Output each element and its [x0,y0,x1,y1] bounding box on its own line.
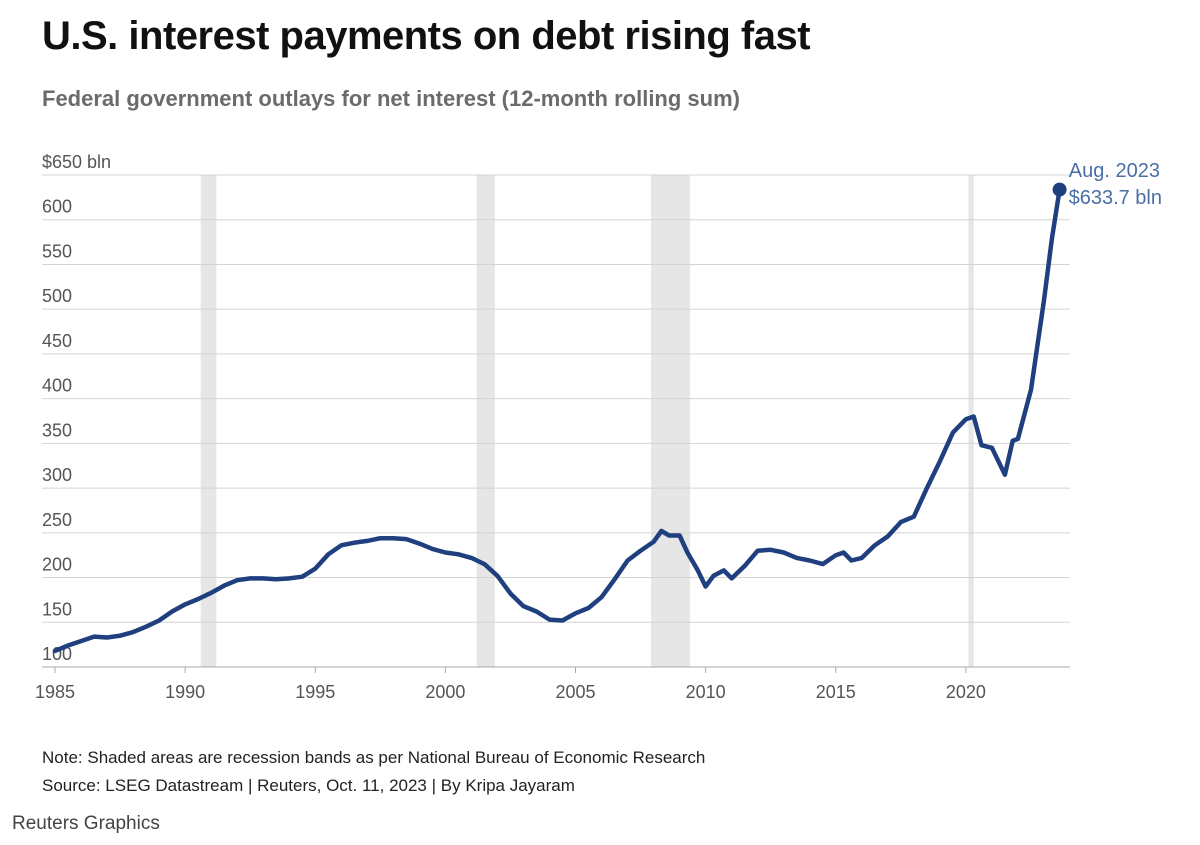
chart-note: Note: Shaded areas are recession bands a… [42,748,706,767]
x-axis: 1985 1990 1995 2000 2005 2010 2015 2020 [35,666,1070,702]
annotation-date: Aug. 2023 [1069,160,1160,182]
series-line [52,187,1062,654]
x-tick-label: 2020 [946,682,986,702]
x-tick-label: 1995 [295,682,335,702]
recession-band [968,175,974,667]
x-tick-label: 1990 [165,682,205,702]
y-tick-label: 400 [42,376,72,396]
y-tick-label: 150 [42,599,72,619]
x-tick-label: 2000 [425,682,465,702]
y-axis-tick-labels: $650 bln60055050045040035030025020015010… [42,152,111,664]
brand-label: Reuters Graphics [12,813,160,834]
y-tick-label: 500 [42,286,72,306]
y-tick-label: 250 [42,510,72,530]
x-tick-label: 1985 [35,682,75,702]
x-tick-label: 2010 [686,682,726,702]
x-tick-label: 2005 [555,682,595,702]
y-tick-label: $650 bln [42,152,111,172]
chart-title: U.S. interest payments on debt rising fa… [42,14,811,58]
chart-subtitle: Federal government outlays for net inter… [42,86,740,111]
line-chart: $650 bln60055050045040035030025020015010… [35,152,1162,702]
endpoint-marker [1052,182,1067,197]
gridlines [42,174,1070,668]
y-tick-label: 550 [42,241,72,261]
chart-source: Source: LSEG Datastream | Reuters, Oct. … [42,776,575,795]
y-tick-label: 600 [42,197,72,217]
y-tick-label: 300 [42,465,72,485]
recession-bands [200,175,974,667]
recession-band [200,175,217,667]
endpoint-annotation: Aug. 2023 $633.7 bln [1052,160,1162,209]
x-tick-label: 2015 [816,682,856,702]
annotation-value: $633.7 bln [1069,187,1162,209]
recession-band [476,175,495,667]
y-tick-label: 350 [42,420,72,440]
y-tick-label: 200 [42,555,72,575]
recession-band [650,175,691,667]
series-lines [52,187,1062,654]
y-tick-label: 450 [42,331,72,351]
